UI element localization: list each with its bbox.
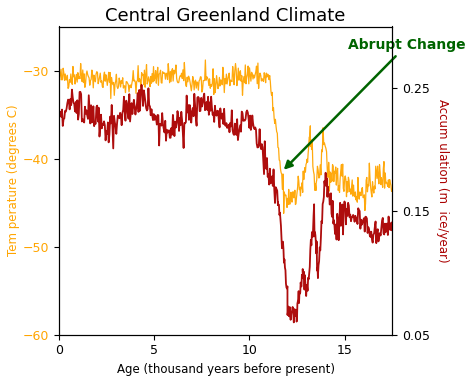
Y-axis label: Accum ulation (m  ice/year): Accum ulation (m ice/year)	[436, 99, 449, 262]
Y-axis label: Tem perature (degrees C): Tem perature (degrees C)	[7, 105, 20, 257]
Title: Central Greenland Climate: Central Greenland Climate	[106, 7, 346, 25]
Text: Abrupt Change: Abrupt Change	[286, 38, 466, 168]
X-axis label: Age (thousand years before present): Age (thousand years before present)	[117, 363, 334, 376]
